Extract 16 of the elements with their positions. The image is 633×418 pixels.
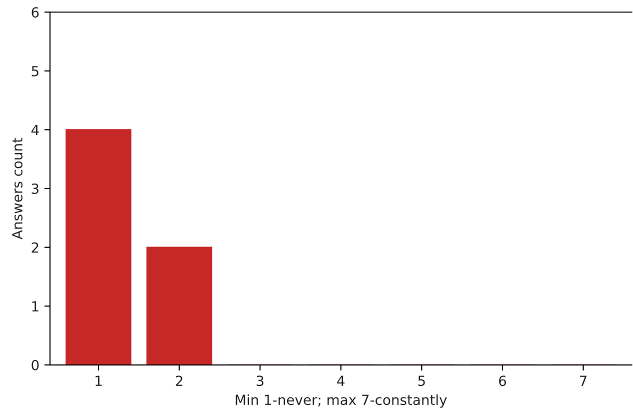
x-tick-label: 6 <box>499 376 506 386</box>
x-tick-label: 5 <box>418 376 425 386</box>
y-tick-label: 3 <box>32 183 38 194</box>
x-tick-label: 7 <box>580 376 586 386</box>
x-axis-title: Min 1-never; max 7-constantly <box>236 394 447 408</box>
y-tick-label: 0 <box>32 360 39 370</box>
x-tick-label: 2 <box>176 376 182 386</box>
y-tick-label: 5 <box>32 66 38 76</box>
y-tick-label: 2 <box>32 242 38 253</box>
x-tick-label: 1 <box>96 376 102 386</box>
x-tick-label: 3 <box>256 376 264 386</box>
y-axis-title: Answers count <box>12 138 23 240</box>
y-tick-label: 1 <box>32 301 38 312</box>
y-tick-label: 6 <box>32 7 39 18</box>
y-tick-label: 4 <box>31 124 39 135</box>
x-tick-label: 4 <box>337 376 345 386</box>
